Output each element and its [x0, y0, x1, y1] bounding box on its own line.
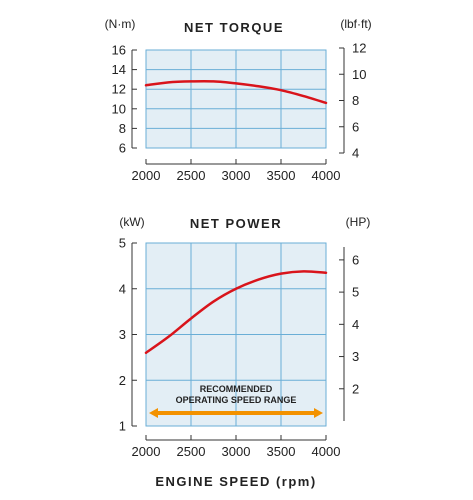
right-tick-label: 5 — [352, 285, 359, 300]
power-title: NET POWER — [190, 216, 282, 231]
left-tick-label: 3 — [119, 327, 126, 342]
x-tick-label: 2000 — [132, 168, 161, 183]
torque-chart: 2000 2500 3000 3500 4000 6 8 10 12 14 16 4 6 8 10 12 NE… — [105, 17, 372, 183]
x-tick-label: 4000 — [312, 444, 341, 459]
x-tick-label: 2000 — [132, 444, 161, 459]
annotation-line-1: RECOMMENDED — [200, 384, 273, 394]
left-tick-label: 8 — [119, 121, 126, 136]
torque-axes: 2000 2500 3000 3500 4000 6 8 10 12 14 16 4 6 8 10 12 — [112, 41, 367, 184]
right-tick-label: 2 — [352, 381, 359, 396]
right-tick-label: 6 — [352, 252, 359, 267]
x-tick-label: 3500 — [267, 168, 296, 183]
power-curve — [144, 270, 328, 355]
torque-curve — [144, 79, 328, 105]
left-tick-label: 5 — [119, 236, 126, 251]
left-tick-label: 4 — [119, 281, 126, 296]
x-tick-label: 3500 — [267, 444, 296, 459]
arrow-head-left — [149, 408, 158, 418]
operating-range-arrow — [149, 408, 323, 418]
left-tick-label: 1 — [119, 419, 126, 434]
left-tick-label: 10 — [112, 101, 126, 116]
right-tick-label: 4 — [352, 146, 359, 161]
power-axes: 2000 2500 3000 3500 4000 1 2 3 4 5 2 3 4 5 6 — [119, 236, 359, 460]
x-tick-label: 3000 — [222, 168, 251, 183]
torque-curve-group — [144, 79, 328, 105]
power-plot-border — [145, 242, 327, 427]
power-right-unit: (HP) — [346, 215, 371, 229]
torque-left-unit: (N·m) — [105, 17, 136, 31]
annotation-line-2: OPERATING SPEED RANGE — [176, 395, 297, 405]
right-tick-label: 4 — [352, 317, 359, 332]
left-tick-label: 12 — [112, 82, 126, 97]
x-tick-label: 4000 — [312, 168, 341, 183]
right-tick-label: 8 — [352, 93, 359, 108]
x-tick-label: 2500 — [177, 168, 206, 183]
right-tick-label: 10 — [352, 67, 366, 82]
torque-title: NET TORQUE — [184, 20, 284, 35]
torque-right-unit: (lbf·ft) — [340, 17, 371, 31]
x-tick-label: 2500 — [177, 444, 206, 459]
torque-grid — [146, 50, 326, 148]
right-tick-label: 12 — [352, 41, 366, 56]
left-tick-label: 2 — [119, 373, 126, 388]
right-tick-label: 6 — [352, 119, 359, 134]
power-chart: 2000 2500 3000 3500 4000 1 2 3 4 5 2 3 4 5 6 RECOMMEND… — [119, 215, 371, 459]
left-tick-label: 16 — [112, 43, 126, 58]
right-tick-label: 3 — [352, 349, 359, 364]
torque-plot-border — [145, 49, 327, 149]
power-curve-group — [144, 270, 328, 355]
arrow-head-right — [314, 408, 323, 418]
x-axis-title: ENGINE SPEED (rpm) — [155, 474, 316, 489]
power-left-unit: (kW) — [119, 215, 144, 229]
left-tick-label: 6 — [119, 141, 126, 156]
left-tick-label: 14 — [112, 62, 126, 77]
operating-range-annotation: RECOMMENDED OPERATING SPEED RANGE — [149, 384, 323, 418]
x-tick-label: 3000 — [222, 444, 251, 459]
